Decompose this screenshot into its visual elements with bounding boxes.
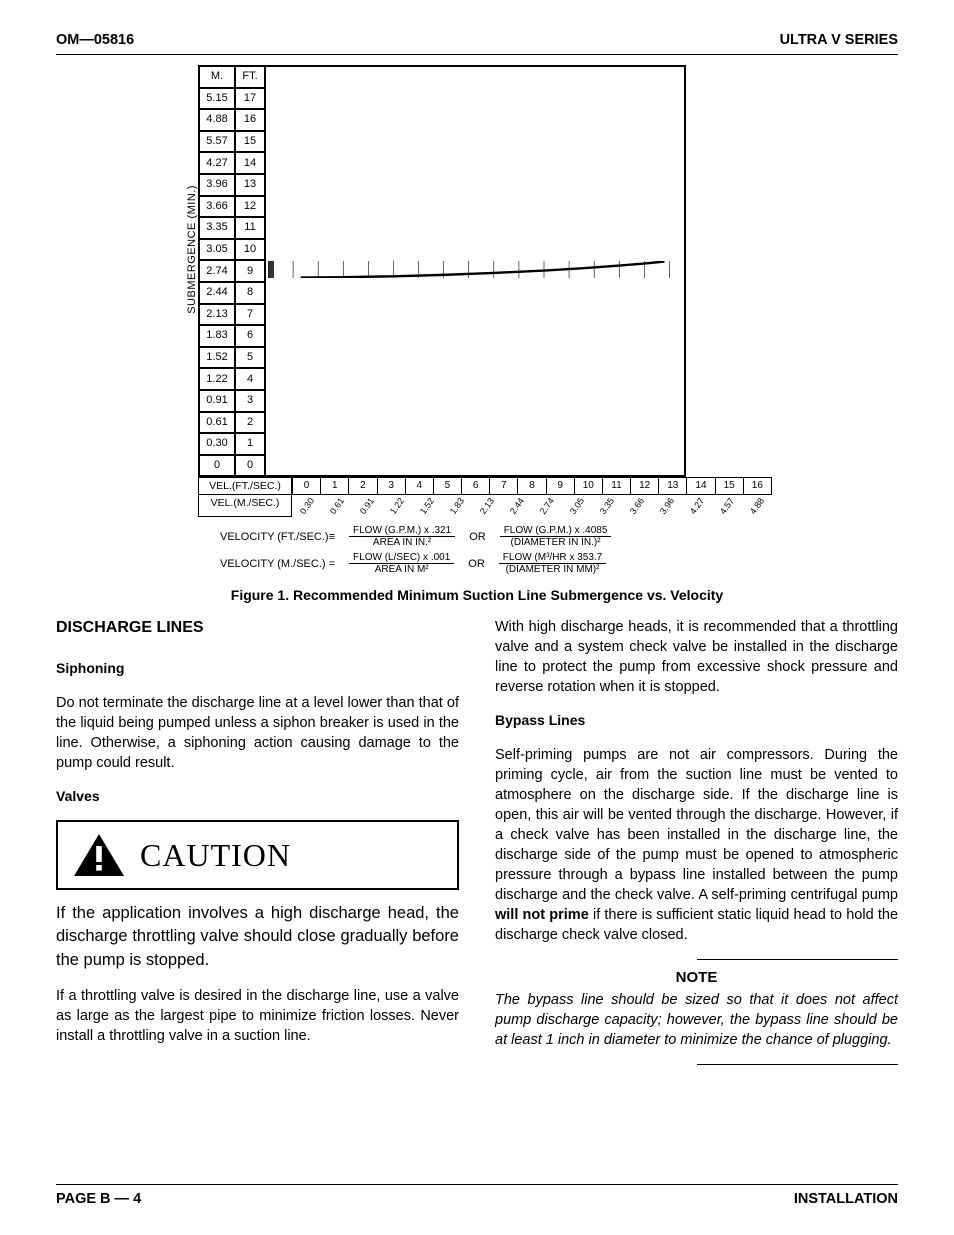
m-value: 3.96	[199, 174, 235, 196]
ft-value: 9	[235, 260, 265, 282]
doc-id: OM—05816	[56, 32, 134, 48]
page-footer: PAGE B — 4 INSTALLATION	[56, 1184, 898, 1207]
note-heading: NOTE	[495, 968, 898, 989]
m-value: 0.61	[199, 412, 235, 434]
subheading-siphoning: Siphoning	[56, 659, 459, 678]
left-column: DISCHARGE LINES Siphoning Do not termina…	[56, 617, 459, 1065]
note-rule	[697, 1064, 899, 1065]
col-ft-header: FT.	[235, 66, 265, 88]
caution-callout: CAUTION	[56, 820, 459, 890]
subheading-valves: Valves	[56, 787, 459, 806]
m-value: 0.30	[199, 433, 235, 455]
ft-value: 3	[235, 390, 265, 412]
ft-value: 6	[235, 325, 265, 347]
m-value: 2.13	[199, 304, 235, 326]
ft-value: 14	[235, 152, 265, 174]
ft-value: 12	[235, 196, 265, 218]
series-name: ULTRA V SERIES	[780, 32, 898, 48]
paragraph: Do not terminate the discharge line at a…	[56, 693, 459, 773]
m-value: 1.22	[199, 368, 235, 390]
ft-value: 8	[235, 282, 265, 304]
caution-label: CAUTION	[140, 833, 291, 877]
ft-value: 0	[235, 455, 265, 477]
ft-value: 4	[235, 368, 265, 390]
m-value: 2.44	[199, 282, 235, 304]
x-axis-m: VEL.(M./SEC.) 0.300.610.911.221.521.832.…	[198, 495, 772, 517]
m-value: 4.88	[199, 109, 235, 131]
body-columns: DISCHARGE LINES Siphoning Do not termina…	[56, 617, 898, 1065]
velocity-formulas: VELOCITY (FT./SEC.)≡ FLOW (G.P.M.) x .32…	[198, 525, 772, 575]
m-value: 3.66	[199, 196, 235, 218]
ft-value: 17	[235, 88, 265, 110]
m-value: 5.15	[199, 88, 235, 110]
page-header: OM—05816 ULTRA V SERIES	[56, 32, 898, 55]
section-heading: DISCHARGE LINES	[56, 617, 459, 639]
right-column: With high discharge heads, it is recomme…	[495, 617, 898, 1065]
paragraph: With high discharge heads, it is recomme…	[495, 617, 898, 697]
m-value: 2.74	[199, 260, 235, 282]
ft-value: 13	[235, 174, 265, 196]
ft-value: 1	[235, 433, 265, 455]
y-axis-label: SUBMERGENCE (MIN.)	[182, 185, 198, 314]
ft-value: 5	[235, 347, 265, 369]
paragraph: Self-priming pumps are not air compresso…	[495, 745, 898, 945]
m-value: 4.27	[199, 152, 235, 174]
ft-value: 7	[235, 304, 265, 326]
m-value: 5.57	[199, 131, 235, 153]
m-value: 3.05	[199, 239, 235, 261]
section-name: INSTALLATION	[794, 1191, 898, 1207]
paragraph: If a throttling valve is desired in the …	[56, 986, 459, 1046]
figure-caption: Figure 1. Recommended Minimum Suction Li…	[56, 587, 898, 603]
warning-icon	[72, 832, 126, 878]
submergence-chart: SUBMERGENCE (MIN.) M.FT.5.15174.88165.57…	[182, 65, 772, 579]
m-value: 3.35	[199, 217, 235, 239]
m-value: 1.52	[199, 347, 235, 369]
ft-value: 10	[235, 239, 265, 261]
m-value: 1.83	[199, 325, 235, 347]
col-m-header: M.	[199, 66, 235, 88]
chart-table: M.FT.5.15174.88165.57154.27143.96133.661…	[198, 65, 686, 477]
ft-value: 15	[235, 131, 265, 153]
ft-value: 2	[235, 412, 265, 434]
note-body: The bypass line should be sized so that …	[495, 990, 898, 1050]
m-value: 0.91	[199, 390, 235, 412]
note-rule	[697, 959, 899, 960]
m-value: 0	[199, 455, 235, 477]
ft-value: 11	[235, 217, 265, 239]
page-number: PAGE B — 4	[56, 1191, 141, 1207]
ft-value: 16	[235, 109, 265, 131]
caution-paragraph: If the application involves a high disch…	[56, 902, 459, 972]
subheading-bypass: Bypass Lines	[495, 711, 898, 730]
